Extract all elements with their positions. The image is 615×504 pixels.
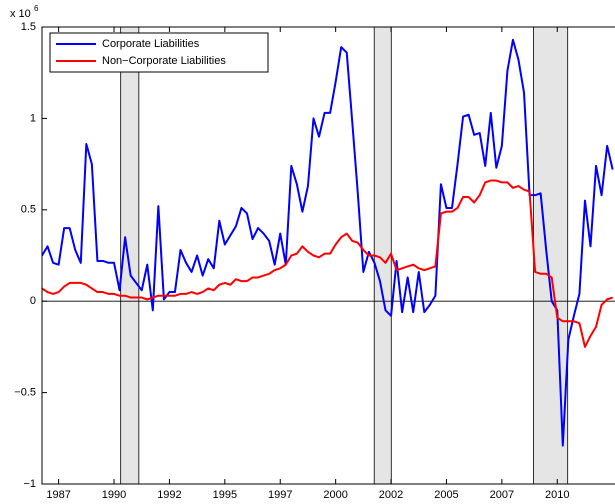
legend-label: Corporate Liabilities (102, 38, 200, 50)
x-tick-label: 1987 (46, 489, 70, 501)
y-tick-label: −0.5 (14, 387, 36, 399)
legend-label: Non−Corporate Liabilities (102, 55, 226, 67)
y-tick-label: 0.5 (21, 204, 36, 216)
x-tick-label: 2000 (323, 489, 347, 501)
y-multiplier-power: 6 (34, 4, 39, 13)
y-tick-label: −1 (23, 478, 36, 490)
series-line (42, 179, 613, 348)
y-multiplier: x 10 (10, 8, 31, 20)
x-tick-label: 2002 (379, 489, 403, 501)
shaded-region (120, 27, 140, 484)
x-tick-label: 1997 (268, 489, 292, 501)
series-line (42, 38, 614, 447)
x-tick-label: 2007 (490, 489, 514, 501)
y-tick-label: 1 (30, 112, 36, 124)
x-tick-label: 2010 (545, 489, 569, 501)
plot-area (42, 27, 615, 484)
x-tick-label: 1992 (157, 489, 181, 501)
y-tick-label: 0 (30, 295, 36, 307)
x-tick-label: 1990 (102, 489, 126, 501)
x-tick-label: 2005 (434, 489, 458, 501)
legend-box (49, 32, 269, 73)
x-tick-label: 1995 (213, 489, 237, 501)
y-tick-label: 1.5 (21, 21, 36, 33)
axes-frame (41, 26, 615, 485)
